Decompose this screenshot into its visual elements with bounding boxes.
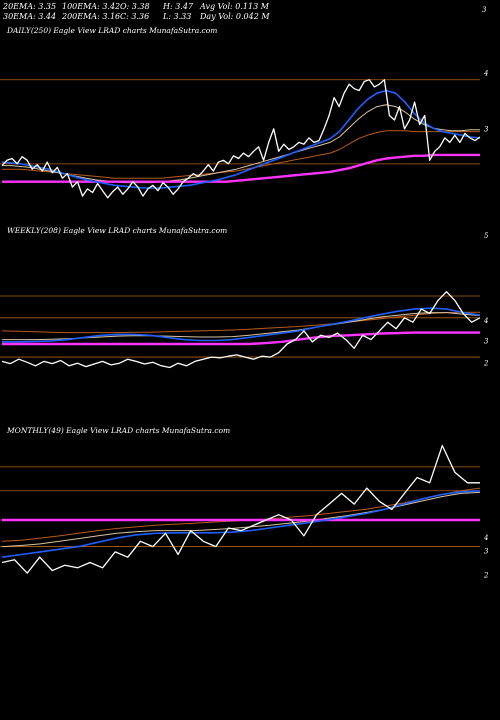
daily-ema-short-line (1, 89, 481, 189)
open-readout: O: 3.38 (120, 2, 150, 11)
low-readout: L: 3.33 (163, 12, 192, 21)
daily-tick-label: 4 (483, 69, 488, 77)
monthly-tick-label: 4 (483, 534, 488, 542)
weekly-ema-200-line (2, 331, 480, 346)
monthly-tick-label: 3 (484, 548, 489, 556)
daily-panel-title: DAILY(250) Eagle View LRAD charts Munafa… (7, 26, 218, 35)
monthly-ema-short-line (1, 490, 481, 558)
ema30-readout: 30EMA: 3.44 (3, 12, 57, 21)
close-readout: C: 3.36 (120, 12, 150, 21)
daily-ema-200-line (2, 153, 480, 183)
weekly-tick-label: 3 (484, 337, 489, 345)
monthly-ema-long-line (1, 487, 481, 542)
weekly-ema-short-line (2, 307, 481, 343)
daily-ema-long-line (2, 130, 480, 179)
monthly-tick-label: 2 (483, 571, 489, 579)
ema20-readout: 20EMA: 3.35 (3, 2, 57, 11)
weekly-panel-title: WEEKLY(208) Eagle View LRAD charts Munaf… (7, 226, 228, 235)
monthly-price-line (1, 444, 480, 574)
header-tick-label: 3 (482, 6, 487, 14)
weekly-ema-long-line (1, 311, 480, 334)
weekly-tick-label: 2 (483, 360, 489, 368)
monthly-panel-title: MONTHLY(49) Eagle View LRAD charts Munaf… (7, 426, 231, 435)
high-readout: H: 3.47 (163, 2, 194, 11)
ema200-readout: 200EMA: 3.16 (62, 12, 121, 21)
daily-price-line (1, 79, 481, 199)
weekly-tick-label: 5 (484, 232, 489, 240)
daily-ema-mid-line (2, 104, 480, 184)
ema100-readout: 100EMA: 3.42 (62, 2, 121, 11)
weekly-price-line (1, 291, 481, 369)
monthly-ema-mid-line (1, 491, 481, 548)
weekly-ema-mid-line (2, 312, 481, 341)
avg-vol-readout: Avg Vol: 0.113 M (200, 2, 269, 11)
daily-tick-label: 3 (484, 126, 489, 134)
day-vol-readout: Day Vol: 0.042 M (200, 12, 270, 21)
weekly-tick-label: 4 (483, 317, 488, 325)
